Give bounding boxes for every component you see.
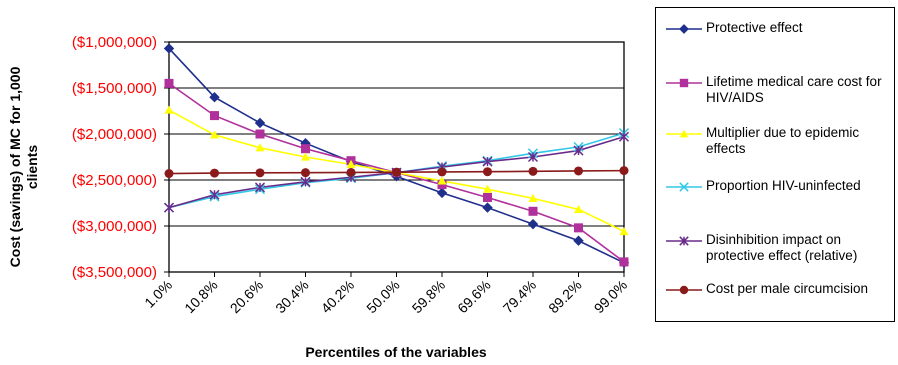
- data-point: [483, 192, 492, 202]
- x-tick-label: 99.0%: [591, 277, 630, 316]
- x-axis-ticks: 1.0% 10.8% 20.6% 30.4% 40.2% 50.0% 59.8% 69.6% 7…: [141, 272, 630, 316]
- data-point: [300, 176, 311, 187]
- data-point: [346, 159, 356, 168]
- legend-label: Proportion HIV-uninfected: [706, 178, 861, 193]
- legend-swatch: [666, 78, 702, 88]
- legend-label: Cost per male circumcision: [706, 281, 869, 296]
- legend-label: Multiplier due to epidemic effects: [706, 125, 860, 156]
- data-point: [301, 168, 310, 178]
- data-point: [255, 129, 265, 139]
- legend: Protective effect Lifetime medical care c…: [655, 7, 895, 322]
- legend-item: Protective effect: [666, 20, 894, 36]
- data-point: [436, 187, 448, 199]
- data-point: [619, 166, 629, 176]
- legend-label: Disinhibition impact on protective effec…: [706, 232, 858, 263]
- data-point: [574, 166, 583, 176]
- data-point: [164, 78, 174, 88]
- legend-swatch: [666, 182, 702, 192]
- data-point: [210, 168, 219, 178]
- x-tick-label: 89.2%: [545, 277, 584, 316]
- x-tick-label: 40.2%: [318, 277, 357, 316]
- data-point: [210, 111, 219, 121]
- x-tick-label: 69.6%: [454, 277, 493, 316]
- data-point: [528, 193, 538, 202]
- x-tick-label: 10.8%: [181, 277, 220, 316]
- data-point: [301, 152, 310, 161]
- gridlines: [169, 87, 624, 227]
- data-point: [164, 169, 174, 179]
- legend-item: Disinhibition impact on protective effec…: [666, 232, 894, 264]
- data-point: [163, 202, 175, 213]
- x-tick-label: 1.0%: [141, 277, 175, 311]
- legend-item: Multiplier due to epidemic effects: [666, 125, 894, 157]
- data-point: [254, 117, 266, 129]
- plot-area: [168, 41, 625, 273]
- legend-swatch: [666, 285, 702, 295]
- legend-swatch: [666, 24, 702, 34]
- legend-swatch: [666, 129, 702, 138]
- data-point: [619, 257, 629, 267]
- legend-swatch: [666, 236, 702, 246]
- data-point: [437, 176, 447, 185]
- legend-item: Cost per male circumcision: [666, 281, 894, 297]
- y-tick-label: ($2,000,000): [72, 126, 157, 143]
- data-point: [619, 227, 629, 236]
- x-axis-title: Percentiles of the variables: [305, 344, 487, 360]
- y-tick-label: ($1,000,000): [72, 34, 157, 51]
- data-point: [573, 235, 584, 246]
- y-axis-title: Cost (savings) of MC for 1,000clients: [7, 66, 40, 267]
- data-point: [483, 167, 492, 177]
- legend-item: Proportion HIV-uninfected: [666, 178, 894, 194]
- y-tick-label: ($2,500,000): [72, 172, 157, 189]
- y-axis-ticks: ($1,000,000) ($1,500,000) ($2,000,000) ($2,…: [72, 34, 169, 281]
- data-point: [574, 223, 583, 233]
- data-point: [255, 143, 265, 152]
- data-point: [254, 182, 266, 193]
- x-tick-label: 50.0%: [363, 277, 402, 316]
- data-point: [437, 180, 447, 190]
- data-point: [527, 151, 539, 163]
- data-point: [527, 218, 539, 230]
- data-point: [255, 168, 265, 178]
- data-point: [573, 145, 584, 156]
- data-point: [482, 156, 493, 167]
- legend-item: Lifetime medical care cost for HIV/AIDS: [666, 74, 894, 106]
- data-point: [392, 167, 401, 177]
- data-point: [164, 105, 174, 114]
- x-tick-label: 79.4%: [500, 277, 539, 316]
- data-point: [437, 167, 447, 177]
- series-line: [168, 47, 625, 264]
- chart: ($1,000,000) ($1,500,000) ($2,000,000) ($2,…: [7, 34, 630, 360]
- series-lines: [168, 47, 625, 264]
- data-point: [301, 144, 310, 154]
- data-point: [209, 189, 220, 200]
- series-markers: [163, 43, 630, 269]
- data-point: [483, 184, 492, 193]
- data-point: [163, 43, 175, 54]
- data-point: [574, 204, 583, 214]
- legend-label: Protective effect: [706, 20, 803, 35]
- y-tick-label: ($1,500,000): [72, 80, 157, 97]
- legend-label: Lifetime medical care cost for HIV/AIDS: [706, 74, 882, 105]
- data-point: [209, 91, 220, 103]
- x-tick-label: 59.8%: [409, 277, 448, 316]
- y-tick-label: ($3,000,000): [72, 218, 157, 235]
- data-point: [618, 131, 630, 142]
- x-tick-label: 20.6%: [227, 277, 266, 316]
- y-tick-label: ($3,500,000): [72, 264, 157, 281]
- data-point: [210, 130, 219, 139]
- data-point: [346, 167, 356, 177]
- data-point: [482, 202, 493, 213]
- data-point: [528, 166, 538, 176]
- data-point: [528, 206, 538, 216]
- x-tick-label: 30.4%: [272, 277, 311, 316]
